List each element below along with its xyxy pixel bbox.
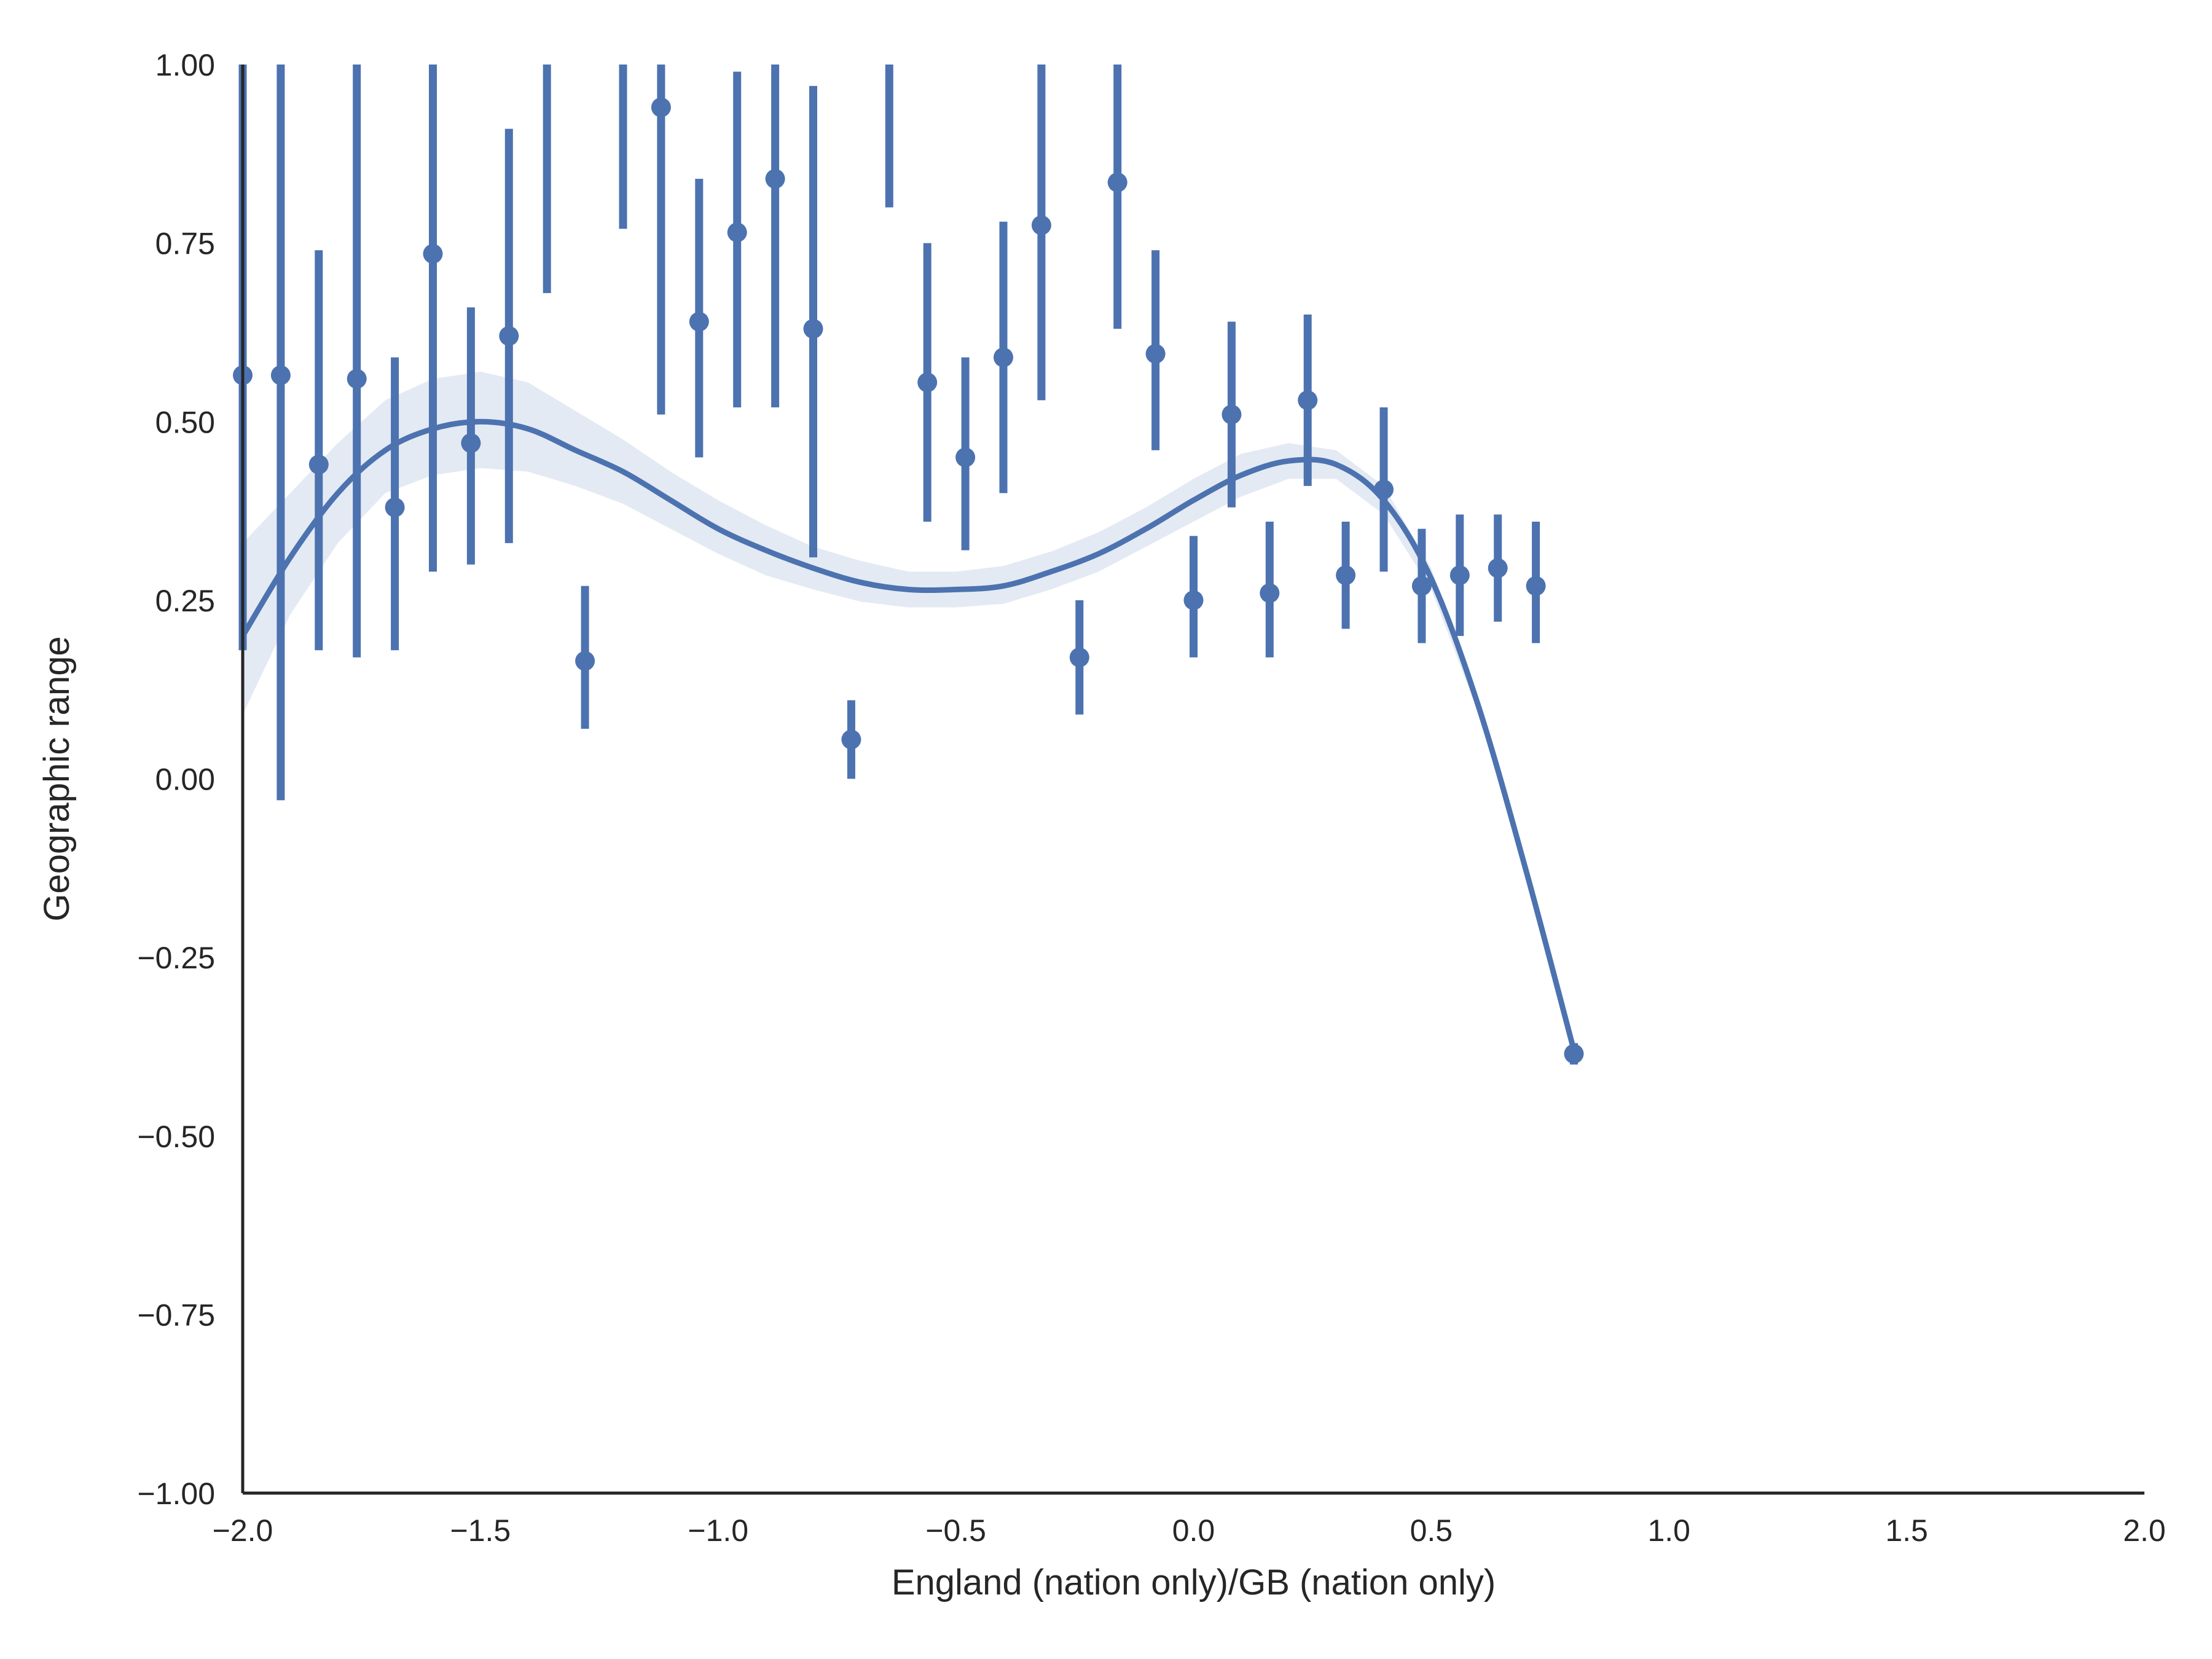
x-tick-label: −2.0 (213, 1513, 273, 1548)
plot-area (233, 65, 1584, 1065)
data-point (1564, 1044, 1584, 1064)
data-point (423, 244, 443, 264)
data-point (1183, 590, 1204, 610)
data-point (1449, 565, 1470, 586)
data-point (1488, 558, 1508, 578)
data-point (499, 326, 519, 346)
y-tick-label: 0.00 (155, 763, 215, 797)
data-point (461, 433, 481, 453)
x-tick-label: −1.5 (450, 1513, 511, 1548)
data-point (1031, 215, 1051, 235)
x-tick-label: 1.5 (1885, 1513, 1928, 1548)
x-tick-label: 0.5 (1410, 1513, 1453, 1548)
data-point (270, 365, 291, 385)
x-tick-label: −0.5 (925, 1513, 986, 1548)
data-point (1145, 343, 1166, 364)
data-point (1222, 404, 1242, 425)
data-point (955, 447, 976, 468)
data-point (917, 372, 938, 393)
data-point (689, 312, 709, 332)
data-point (575, 651, 595, 671)
y-tick-label: 1.00 (155, 48, 215, 82)
data-point (1411, 576, 1432, 596)
y-axis-label: Geographic range (37, 636, 77, 921)
data-points (233, 97, 1584, 1064)
x-tick-label: 0.0 (1172, 1513, 1215, 1548)
y-tick-labels: −1.00 −0.75 −0.50 −0.25 0.00 0.25 0.50 0.75 1.00 (137, 48, 215, 1511)
fit-confidence-band (243, 371, 1574, 1057)
data-point (651, 97, 671, 117)
data-point (841, 729, 861, 750)
data-point (803, 319, 823, 339)
y-tick-label: −0.25 (137, 941, 215, 975)
y-tick-label: 0.25 (155, 584, 215, 618)
data-point (994, 347, 1013, 367)
data-point (308, 455, 329, 474)
y-tick-label: −0.75 (137, 1298, 215, 1332)
x-tick-label: 1.0 (1647, 1513, 1690, 1548)
data-point (385, 497, 405, 517)
fit-line (240, 418, 1577, 1053)
data-point (1336, 565, 1356, 586)
data-point (1260, 583, 1280, 603)
y-tick-label: −1.00 (137, 1477, 215, 1511)
error-bars (238, 65, 1578, 1065)
y-tick-label: 0.75 (155, 227, 215, 261)
x-axis-label: England (nation only)/GB (nation only) (892, 1563, 1496, 1602)
data-point (1374, 479, 1394, 500)
data-point (347, 369, 367, 389)
x-tick-label: −1.0 (688, 1513, 748, 1548)
y-tick-label: −0.50 (137, 1120, 215, 1154)
x-tick-labels: −2.0 −1.5 −1.0 −0.5 0.0 0.5 1.0 1.5 2.0 (213, 1513, 2166, 1548)
data-point (1107, 172, 1128, 192)
data-point (1298, 390, 1318, 410)
data-point (765, 169, 785, 189)
x-tick-label: 2.0 (2123, 1513, 2166, 1548)
data-point (1069, 647, 1089, 667)
y-tick-label: 0.50 (155, 405, 215, 439)
data-point (1526, 576, 1546, 596)
data-point (727, 222, 747, 243)
